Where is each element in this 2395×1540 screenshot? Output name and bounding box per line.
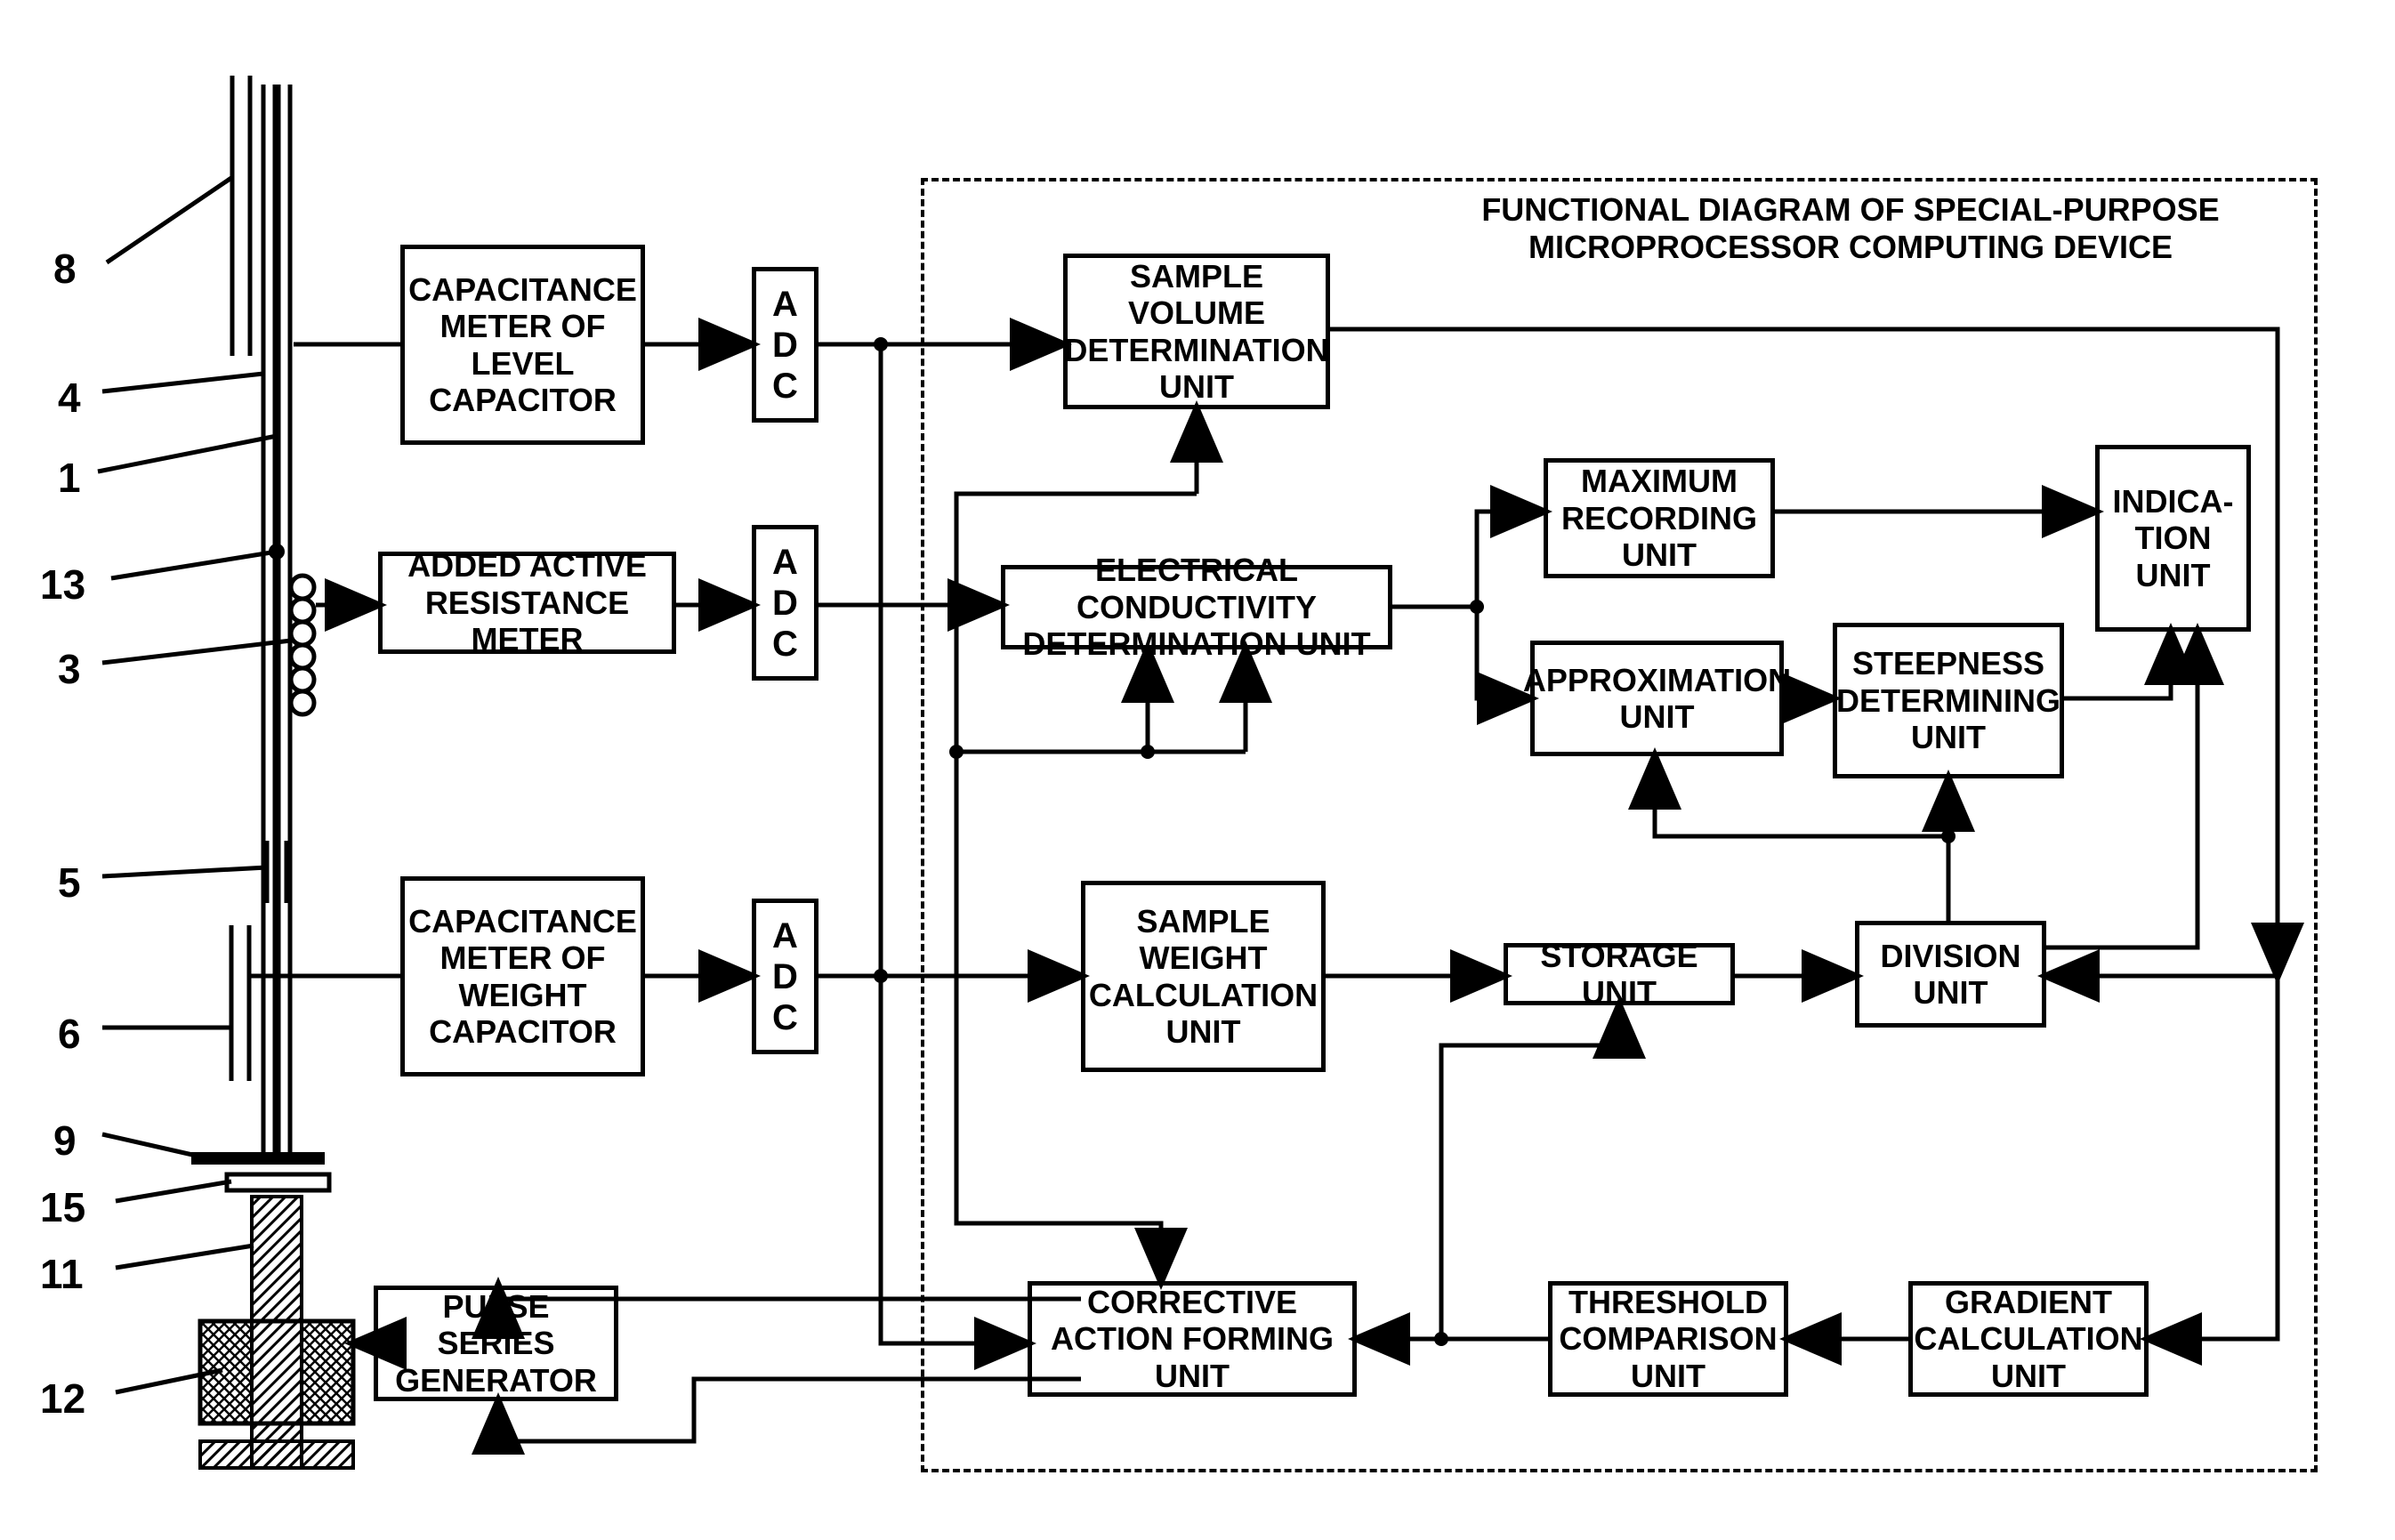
box-adc3: ADC (752, 899, 818, 1054)
num-15: 15 (40, 1183, 85, 1231)
num-1: 1 (58, 454, 81, 502)
num-11: 11 (40, 1250, 84, 1298)
box-adc1: ADC (752, 267, 818, 423)
box-cafu: CORRECTIVE ACTION FORMING UNIT (1028, 1281, 1357, 1397)
num-5: 5 (58, 859, 81, 907)
box-psg: PULSE SERIES GENERATOR (374, 1286, 618, 1401)
num-3: 3 (58, 645, 81, 693)
box-approx: APPROXIMATION UNIT (1530, 641, 1784, 756)
num-12: 12 (40, 1375, 85, 1423)
box-cap-level: CAPACITANCE METER OF LEVEL CAPACITOR (400, 245, 645, 445)
box-grad: GRADIENT CALCULATION UNIT (1908, 1281, 2149, 1397)
box-adc2: ADC (752, 525, 818, 681)
num-9: 9 (53, 1117, 77, 1165)
box-ecdu: ELECTRICAL CONDUCTIVITY DETERMINATION UN… (1001, 565, 1392, 649)
box-max-rec: MAXIMUM RECORDING UNIT (1544, 458, 1775, 578)
num-4: 4 (58, 374, 81, 422)
box-thresh: THRESHOLD COMPARISON UNIT (1548, 1281, 1788, 1397)
num-13: 13 (40, 560, 85, 609)
box-storage: STORAGE UNIT (1504, 943, 1735, 1005)
diagram-title: FUNCTIONAL DIAGRAM OF SPECIAL-PURPOSE MI… (1415, 191, 2286, 266)
box-division: DIVISION UNIT (1855, 921, 2046, 1028)
box-indic: INDICA-TION UNIT (2095, 445, 2251, 632)
box-added: ADDED ACTIVE RESISTANCE METER (378, 552, 676, 654)
box-svdu: SAMPLE VOLUME DETERMINATION UNIT (1063, 254, 1330, 409)
box-cap-weight: CAPACITANCE METER OF WEIGHT CAPACITOR (400, 876, 645, 1076)
num-6: 6 (58, 1010, 81, 1058)
box-swcu: SAMPLE WEIGHT CALCULATION UNIT (1081, 881, 1326, 1072)
box-steep: STEEPNESS DETERMINING UNIT (1833, 623, 2064, 778)
num-8: 8 (53, 245, 77, 293)
coil-icon (291, 576, 314, 714)
